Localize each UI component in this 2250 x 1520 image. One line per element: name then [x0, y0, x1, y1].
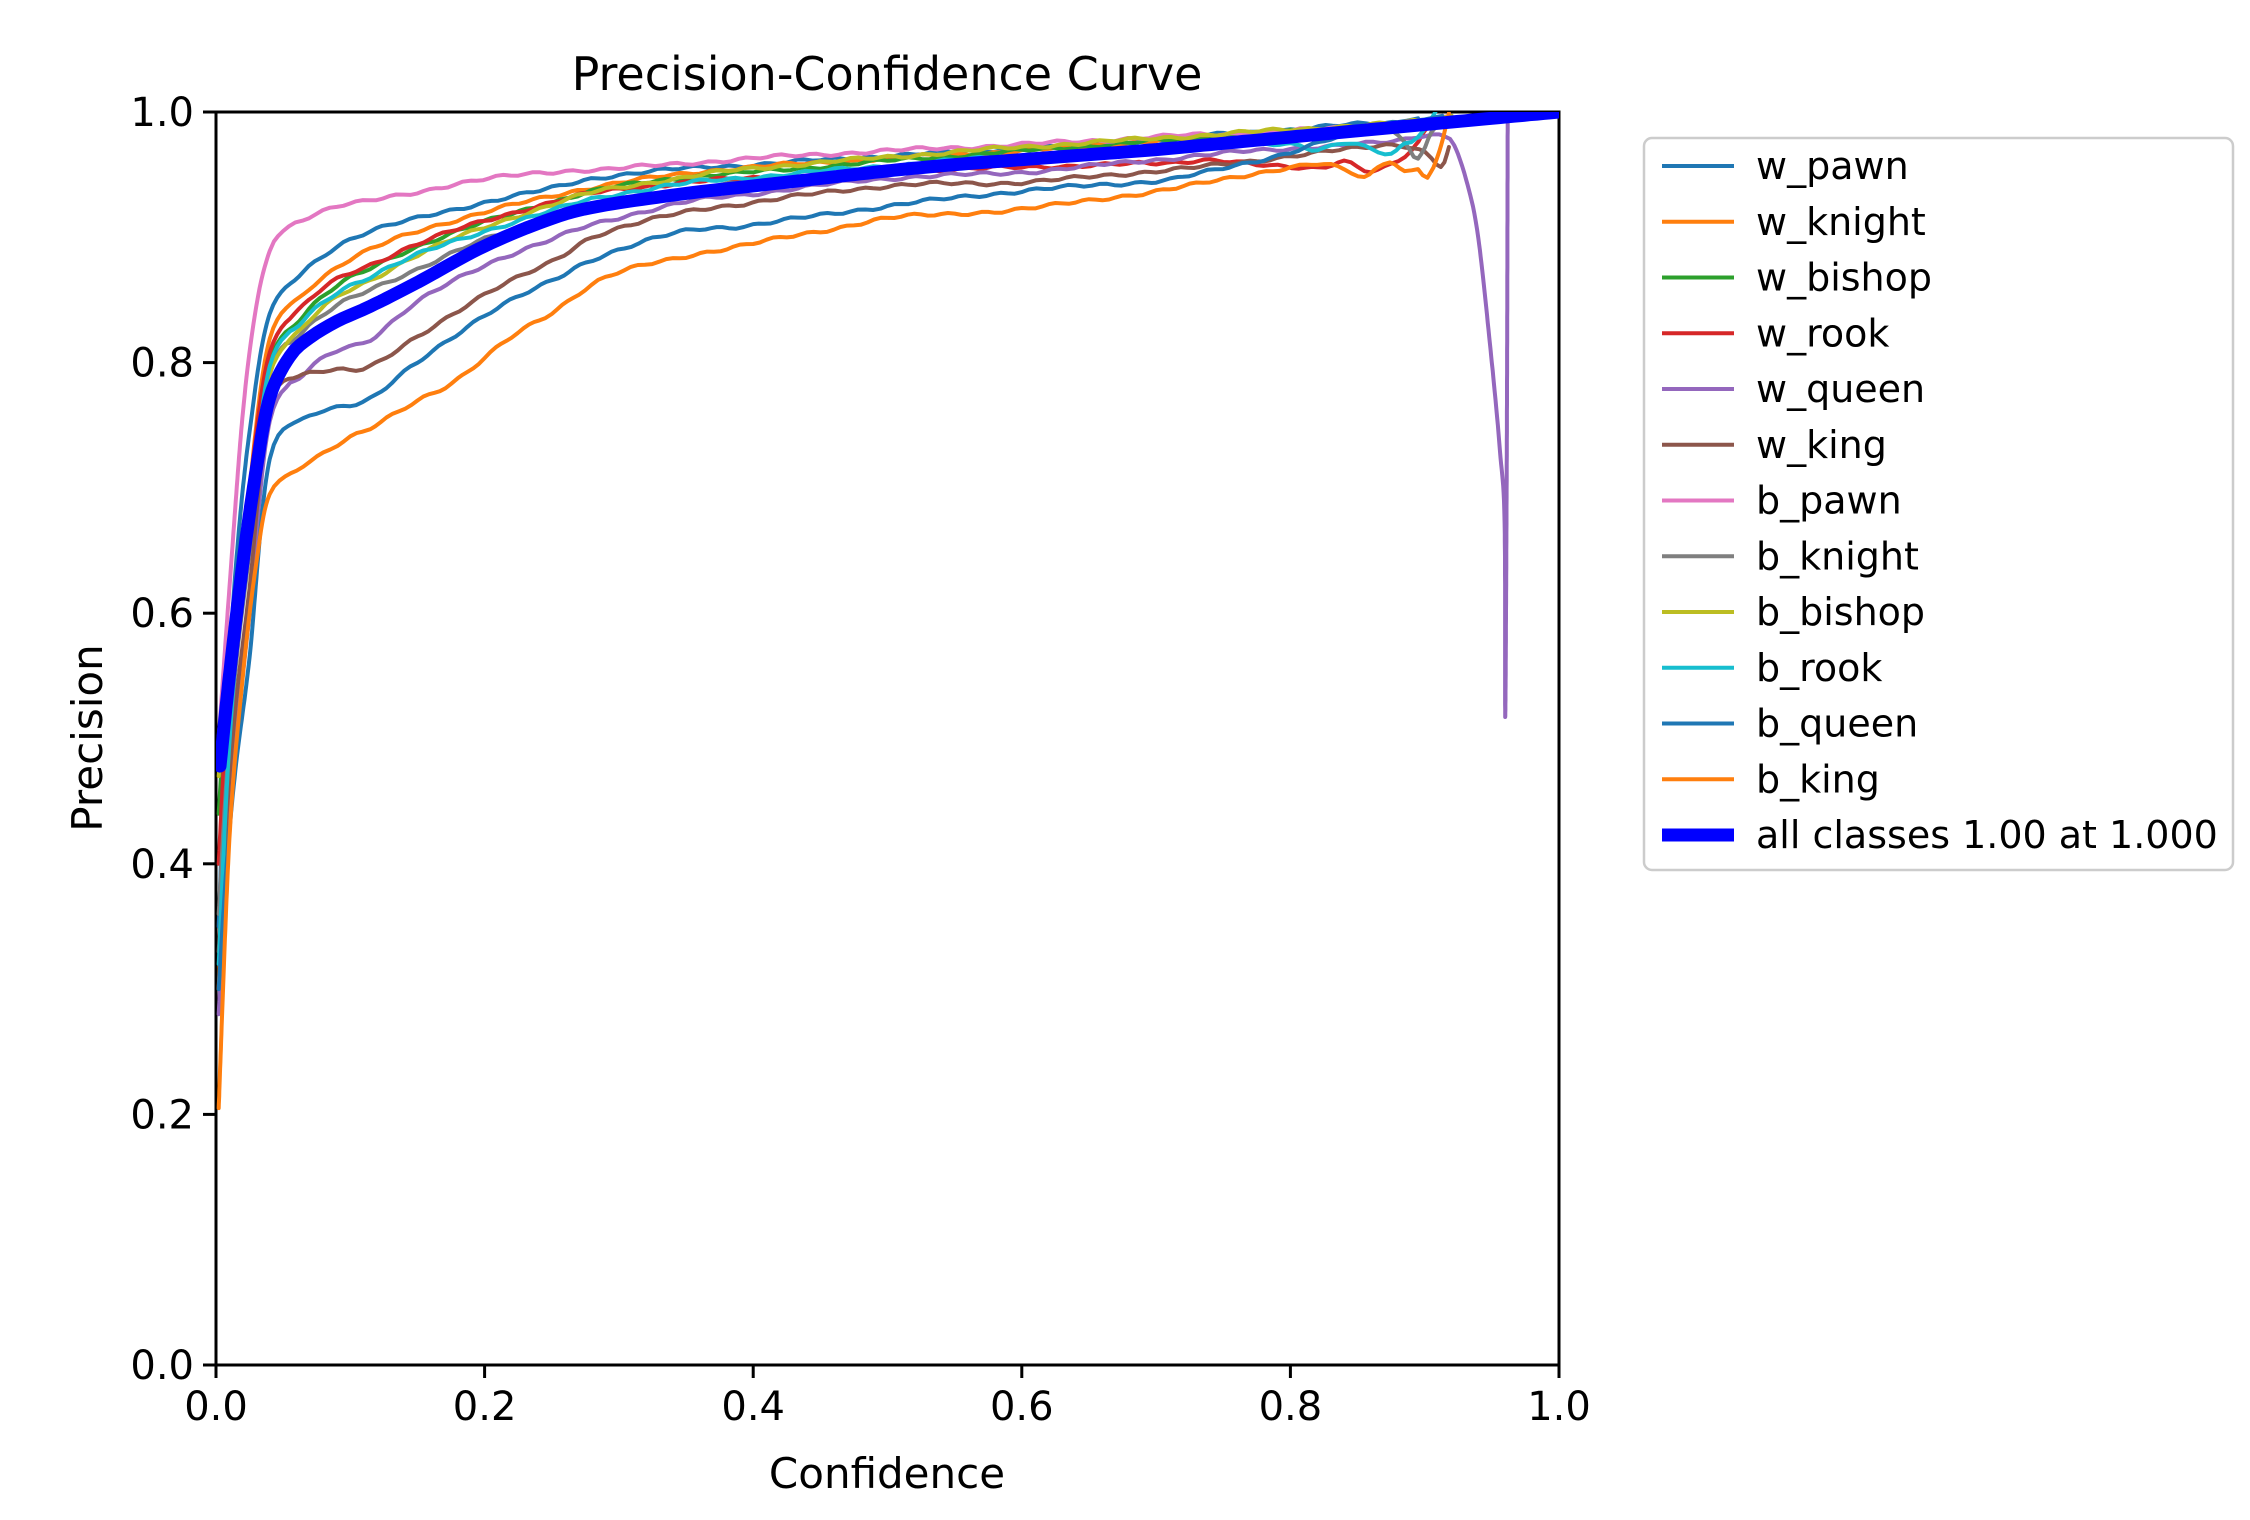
y-tick-label: 0.8	[130, 341, 194, 387]
curve-all_classes	[216, 112, 1559, 773]
legend-label-w_king: w_king	[1756, 423, 1887, 467]
x-tick-label: 0.6	[990, 1384, 1054, 1430]
legend-label-w_queen: w_queen	[1756, 367, 1925, 411]
legend-label-w_bishop: w_bishop	[1756, 256, 1932, 300]
y-axis-label: Precision	[63, 644, 112, 831]
chart-title: Precision-Confidence Curve	[572, 47, 1203, 101]
curve-b_knight	[216, 121, 1443, 916]
y-tick-label: 1.0	[130, 90, 194, 136]
curve-w_pawn	[216, 116, 1420, 929]
legend-label-b_king: b_king	[1756, 757, 1880, 801]
precision-confidence-figure: 0.0 0.2 0.4 0.6 0.8 1.0 0.0 0.2 0.4 0.6 0.8 1.0 w_p…	[40, 16, 2235, 1498]
curve-b_rook	[216, 112, 1438, 966]
legend-item-w_knight: w_knight	[1662, 200, 1926, 244]
legend-item-w_queen: w_queen	[1662, 367, 1925, 411]
y-tick-label: 0.6	[130, 591, 194, 637]
x-tick-label: 0.4	[721, 1384, 785, 1430]
legend-label-b_bishop: b_bishop	[1756, 590, 1925, 634]
legend-label-all_classes: all classes 1.00 at 1.000	[1756, 813, 2218, 857]
legend-label-w_pawn: w_pawn	[1756, 144, 1909, 188]
x-tick-label: 0.2	[453, 1384, 517, 1430]
axes-ticks: 0.0 0.2 0.4 0.6 0.8 1.0 0.0 0.2 0.4 0.6 0.8 1.0	[130, 90, 1590, 1430]
legend-item-b_knight: b_knight	[1662, 534, 1919, 578]
legend-item-b_rook: b_rook	[1662, 646, 1882, 690]
y-tick-label: 0.0	[130, 1343, 194, 1389]
legend-item-all_classes: all classes 1.00 at 1.000	[1662, 813, 2218, 857]
legend-label-b_rook: b_rook	[1756, 646, 1882, 690]
curves-layer	[216, 112, 1559, 1111]
axes-spines	[214, 110, 1561, 1367]
plot-border	[214, 110, 1561, 1367]
legend-label-w_knight: w_knight	[1756, 200, 1926, 244]
legend-item-b_king: b_king	[1662, 757, 1880, 801]
curve-b_pawn	[216, 113, 1454, 741]
curve-w_king	[216, 142, 1451, 954]
legend-label-b_knight: b_knight	[1756, 534, 1919, 578]
legend-item-w_bishop: w_bishop	[1662, 256, 1932, 300]
curve-b_king	[216, 112, 1451, 1111]
legend-label-w_rook: w_rook	[1756, 311, 1889, 355]
legend-item-w_rook: w_rook	[1662, 311, 1889, 355]
legend-item-w_pawn: w_pawn	[1662, 144, 1909, 188]
plot-canvas: 0.0 0.2 0.4 0.6 0.8 1.0 0.0 0.2 0.4 0.6 0.8 1.0 w_p…	[63, 47, 2235, 1498]
legend-label-b_pawn: b_pawn	[1756, 479, 1902, 523]
legend-item-b_pawn: b_pawn	[1662, 479, 1902, 523]
x-tick-label: 0.0	[184, 1384, 248, 1430]
x-axis-label: Confidence	[769, 1449, 1005, 1498]
legend-item-b_bishop: b_bishop	[1662, 590, 1925, 634]
curve-b_queen	[216, 113, 1445, 992]
legend-box	[1642, 136, 2235, 872]
x-tick-label: 1.0	[1527, 1384, 1591, 1430]
legend-item-b_queen: b_queen	[1662, 702, 1918, 746]
legend-item-w_king: w_king	[1662, 423, 1887, 467]
legend: w_pawn w_knight w_bishop w_rook w_queen w_kin…	[1642, 136, 2235, 872]
x-tick-label: 0.8	[1259, 1384, 1323, 1430]
y-tick-label: 0.4	[130, 842, 194, 888]
y-tick-label: 0.2	[130, 1092, 194, 1138]
legend-label-b_queen: b_queen	[1756, 702, 1918, 746]
